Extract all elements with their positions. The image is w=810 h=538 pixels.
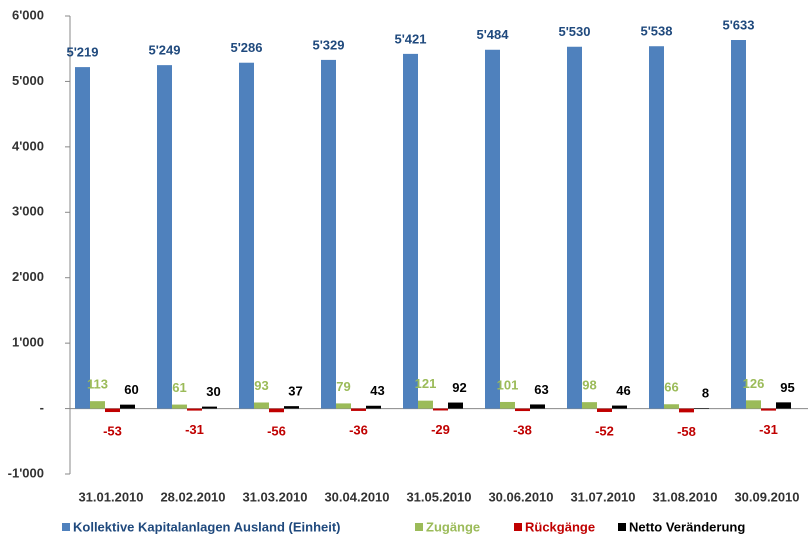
- y-tick-label: -: [40, 400, 44, 415]
- data-label: -52: [595, 423, 614, 438]
- data-label: 5'421: [394, 31, 426, 46]
- bar: [649, 46, 664, 409]
- bar: [597, 408, 612, 412]
- bar: [731, 40, 746, 409]
- y-tick-label: -1'000: [8, 465, 44, 480]
- bar: [336, 403, 351, 409]
- bar: [239, 62, 254, 409]
- data-label: 30: [206, 384, 220, 399]
- x-tick-label: 31.08.2010: [652, 489, 717, 504]
- bar: [157, 65, 172, 409]
- data-label: 113: [87, 377, 108, 392]
- bar: [500, 401, 515, 409]
- data-label: 5'286: [230, 40, 262, 55]
- data-label: 37: [288, 384, 302, 399]
- data-label: 5'530: [558, 24, 590, 39]
- data-label: 60: [124, 382, 138, 397]
- bar: [172, 404, 187, 409]
- y-tick-label: 1'000: [12, 335, 44, 350]
- y-tick-label: 4'000: [12, 138, 44, 153]
- legend-swatch: [514, 523, 522, 531]
- y-tick-label: 6'000: [12, 7, 44, 22]
- bar: [75, 67, 90, 409]
- data-label: -58: [677, 424, 696, 439]
- legend-swatch: [62, 523, 70, 531]
- bar: [105, 408, 120, 413]
- x-tick-label: 31.05.2010: [406, 489, 471, 504]
- legend-label: Netto Veränderung: [629, 519, 745, 534]
- data-label: 43: [370, 383, 384, 398]
- bar: [776, 402, 791, 409]
- data-label: 5'249: [148, 43, 180, 58]
- data-label: 93: [254, 378, 268, 393]
- bar: [679, 408, 694, 413]
- data-label: -38: [513, 422, 532, 437]
- x-tick-label: 30.04.2010: [324, 489, 389, 504]
- data-label: 92: [452, 380, 466, 395]
- bar: [448, 402, 463, 409]
- bar: [351, 408, 366, 411]
- data-label: 98: [582, 378, 596, 393]
- bar: [433, 408, 448, 411]
- data-label: 5'484: [476, 27, 509, 42]
- bar: [321, 59, 336, 409]
- y-tick-label: 3'000: [12, 204, 44, 219]
- x-tick-label: 31.01.2010: [78, 489, 143, 504]
- bar: [120, 404, 135, 409]
- x-tick-label: 31.03.2010: [242, 489, 307, 504]
- data-label: 5'329: [312, 37, 344, 52]
- bar: [284, 406, 299, 409]
- legend-label: Zugänge: [426, 519, 480, 534]
- data-label: 5'538: [640, 24, 672, 39]
- bar: [761, 408, 776, 411]
- data-label: 101: [497, 377, 519, 392]
- data-label: 8: [702, 385, 709, 400]
- data-label: 61: [172, 380, 186, 395]
- bar: [403, 53, 418, 409]
- bar: [664, 404, 679, 409]
- data-label: -56: [267, 424, 286, 439]
- data-label: 46: [616, 383, 630, 398]
- data-label: 5'219: [66, 45, 98, 60]
- data-label: -31: [759, 422, 778, 437]
- bar: [612, 405, 627, 409]
- y-tick-label: 5'000: [12, 73, 44, 88]
- bar: [254, 402, 269, 409]
- bar: [567, 46, 582, 409]
- data-label: -31: [185, 422, 204, 437]
- bar: [418, 400, 433, 409]
- bar: [90, 401, 105, 409]
- legend-swatch: [415, 523, 423, 531]
- x-tick-label: 31.07.2010: [570, 489, 635, 504]
- data-label: 79: [336, 379, 350, 394]
- legend-label: Kollektive Kapitalanlagen Ausland (Einhe…: [73, 519, 341, 534]
- data-label: -36: [349, 422, 368, 437]
- data-label: 95: [780, 380, 794, 395]
- legend-label: Rückgänge: [525, 519, 595, 534]
- bar: [485, 49, 500, 409]
- x-tick-label: 30.06.2010: [488, 489, 553, 504]
- data-label: -29: [431, 422, 450, 437]
- bar: [515, 408, 530, 412]
- bar: [202, 406, 217, 409]
- data-label: 63: [534, 382, 548, 397]
- data-label: 121: [415, 376, 437, 391]
- bar: [187, 408, 202, 411]
- data-label: 126: [743, 376, 765, 391]
- x-tick-label: 28.02.2010: [160, 489, 225, 504]
- y-tick-label: 2'000: [12, 269, 44, 284]
- bar: [694, 408, 709, 409]
- bar: [746, 400, 761, 409]
- bar: [269, 408, 284, 413]
- legend-swatch: [618, 523, 626, 531]
- bar: [582, 402, 597, 409]
- data-label: 66: [664, 380, 678, 395]
- bar: [530, 404, 545, 409]
- data-label: 5'633: [722, 17, 754, 32]
- bar: [366, 405, 381, 409]
- data-label: -53: [103, 423, 122, 438]
- x-tick-label: 30.09.2010: [734, 489, 799, 504]
